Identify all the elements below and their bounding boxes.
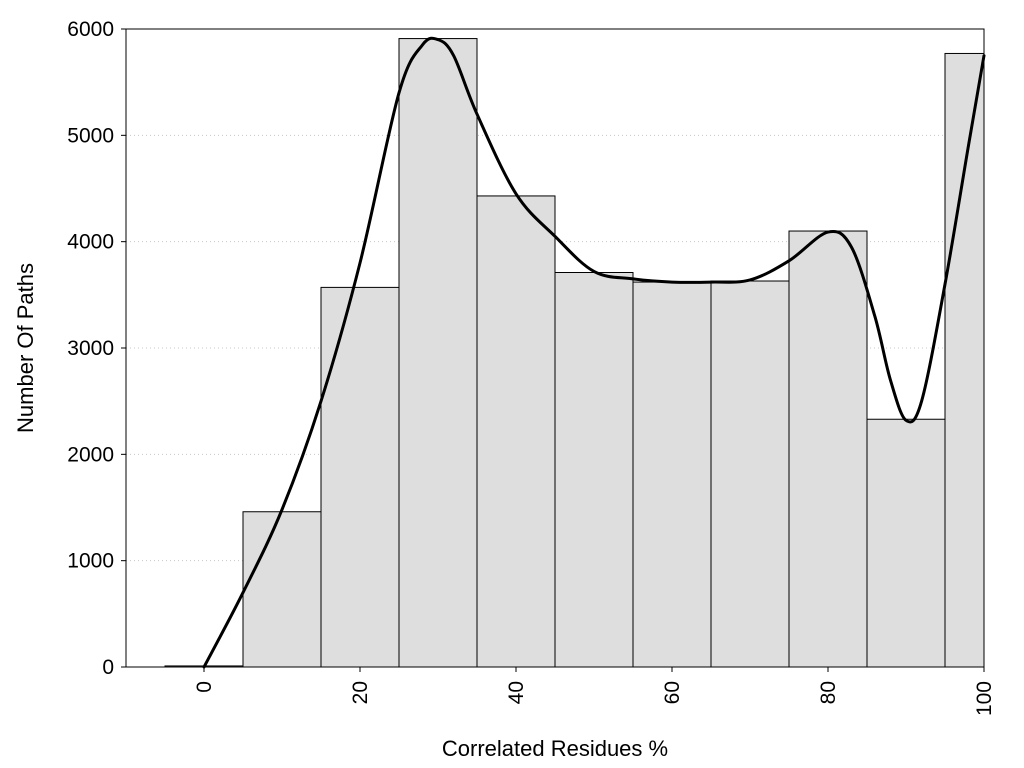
histogram-bars	[164, 38, 985, 668]
y-tick-label: 5000	[67, 124, 114, 147]
y-axis-ticks: 0 1000 2000 3000 4000 5000 6000	[67, 18, 126, 679]
histogram-bar	[944, 52, 985, 668]
histogram-bar	[398, 38, 478, 668]
density-curve	[202, 36, 986, 669]
y-tick-label: 1000	[67, 550, 114, 573]
histogram-bar	[788, 230, 868, 668]
x-tick-label: 60	[661, 681, 684, 704]
density-line	[202, 36, 986, 669]
histogram-bar	[710, 280, 790, 668]
x-tick-label: 0	[193, 681, 216, 693]
x-axis-label: Correlated Residues %	[442, 736, 668, 761]
y-tick-label: 3000	[67, 337, 114, 360]
y-axis-label: Number Of Paths	[13, 263, 38, 433]
histogram-bar	[320, 286, 400, 668]
x-axis-ticks: 0 20 40 60 80 100	[193, 667, 996, 716]
x-tick-label: 20	[349, 681, 372, 704]
histogram-bar	[632, 281, 712, 668]
y-tick-label: 6000	[67, 18, 114, 41]
histogram-bar	[554, 272, 634, 668]
x-tick-label: 80	[817, 681, 840, 704]
histogram-bar	[242, 511, 322, 668]
x-tick-label: 40	[505, 681, 528, 704]
histogram-bar	[476, 195, 556, 668]
x-tick-label: 100	[973, 681, 996, 716]
histogram-bar	[866, 418, 946, 668]
y-tick-label: 4000	[67, 231, 114, 254]
y-tick-label: 0	[102, 656, 114, 679]
y-tick-label: 2000	[67, 443, 114, 466]
